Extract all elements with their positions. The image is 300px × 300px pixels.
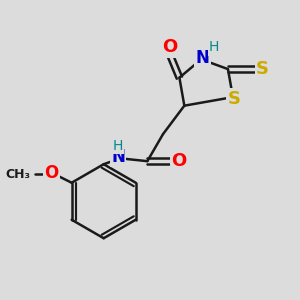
Text: H: H — [113, 140, 123, 153]
Text: O: O — [162, 38, 177, 56]
Text: H: H — [209, 40, 219, 54]
Text: N: N — [111, 148, 125, 166]
Text: O: O — [44, 164, 58, 182]
Text: N: N — [196, 49, 210, 67]
Text: S: S — [228, 89, 241, 107]
Text: S: S — [256, 60, 269, 78]
Text: CH₃: CH₃ — [5, 168, 30, 181]
Text: O: O — [172, 152, 187, 170]
